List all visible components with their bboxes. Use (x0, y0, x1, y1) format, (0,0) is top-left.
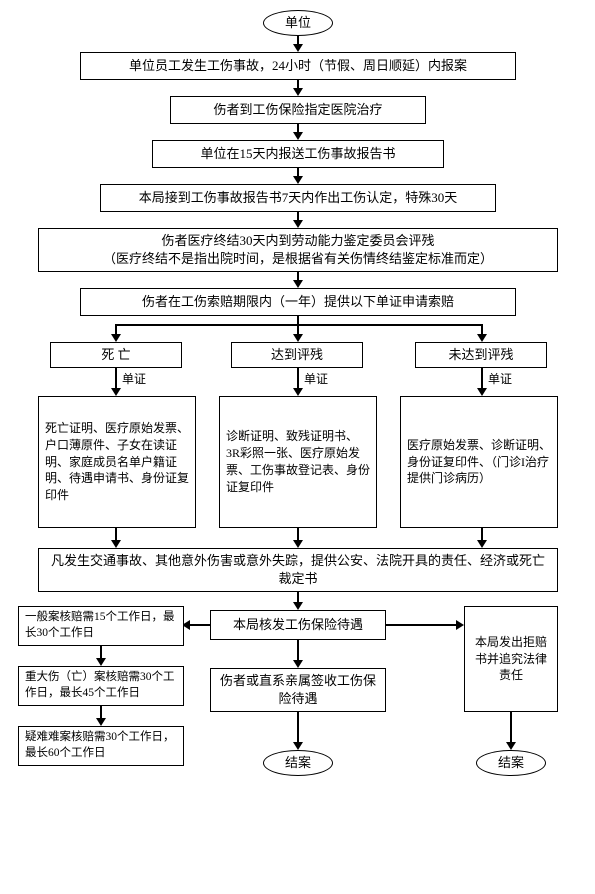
label-docs-3: 单证 (488, 370, 512, 387)
branch-not-disabled: 未达到评残 (415, 342, 547, 368)
node-hospital: 伤者到工伤保险指定医院治疗 (170, 96, 426, 124)
node-claim-period: 伤者在工伤索赔期限内（一年）提供以下单证申请索赔 (80, 288, 516, 316)
branch-death: 死 亡 (50, 342, 182, 368)
node-timeline-normal: 一般案核赔需15个工作日，最长30个工作日 (18, 606, 184, 646)
flowchart-container: 单位 单位员工发生工伤事故，24小时（节假、周日顺延）内报案 伤者到工伤保险指定… (10, 10, 585, 884)
node-reject: 本局发出拒赔书并追究法律责任 (464, 606, 558, 712)
node-approve-benefit: 本局核发工伤保险待遇 (210, 610, 386, 640)
label-docs-1: 单证 (122, 370, 146, 387)
docs-not-disabled: 医疗原始发票、诊断证明、身份证复印件、（门诊I治疗提供门诊病历） (400, 396, 558, 528)
node-assessment: 伤者医疗终结30天内到劳动能力鉴定委员会评残 （医疗终结不是指出院时间，是根据省… (38, 228, 558, 272)
node-timeline-difficult: 疑难难案核赔需30个工作日，最长60个工作日 (18, 726, 184, 766)
node-special-docs: 凡发生交通事故、其他意外伤害或意外失踪，提供公安、法院开具的责任、经济或死亡裁定… (38, 548, 558, 592)
start-node: 单位 (263, 10, 333, 36)
docs-death: 死亡证明、医疗原始发票、户口薄原件、子女在读证明、家庭成员名单户籍证明、待遇申请… (38, 396, 196, 528)
docs-disabled: 诊断证明、致残证明书、3R彩照一张、医疗原始发票、工伤事故登记表、身份证复印件 (219, 396, 377, 528)
node-timeline-major: 重大伤（亡）案核赔需30个工作日，最长45个工作日 (18, 666, 184, 706)
node-submit-report: 单位在15天内报送工伤事故报告书 (152, 140, 444, 168)
node-report-accident: 单位员工发生工伤事故，24小时（节假、周日顺延）内报案 (80, 52, 516, 80)
node-determination: 本局接到工伤事故报告书7天内作出工伤认定，特殊30天 (100, 184, 496, 212)
node-receive-benefit: 伤者或直系亲属签收工伤保险待遇 (210, 668, 386, 712)
label-docs-2: 单证 (304, 370, 328, 387)
end-node-1: 结案 (263, 750, 333, 776)
end-node-2: 结案 (476, 750, 546, 776)
branch-disabled: 达到评残 (231, 342, 363, 368)
